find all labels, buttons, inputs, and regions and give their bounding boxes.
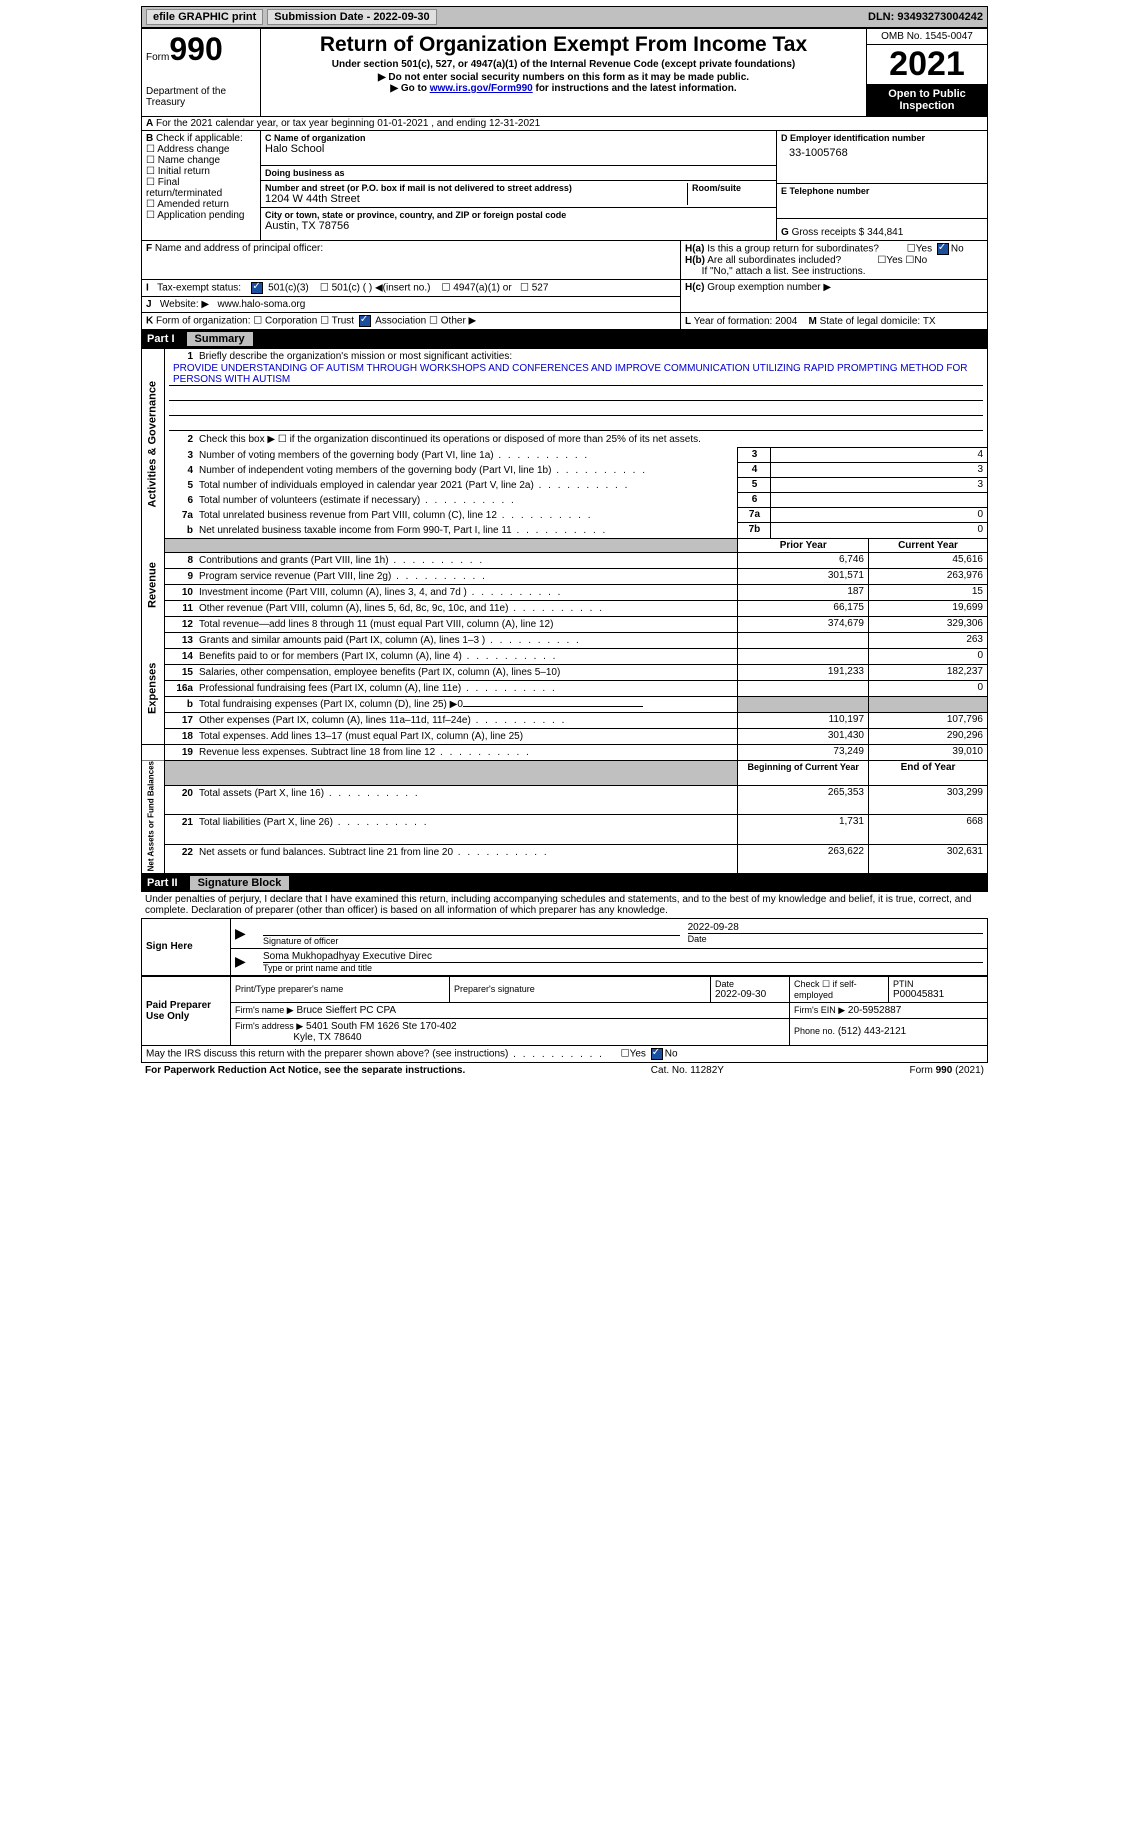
chk-final[interactable]: ☐ Final return/terminated: [146, 177, 256, 199]
vert-revenue: Revenue: [142, 538, 165, 632]
ptin: P00045831: [893, 989, 983, 1000]
vert-expenses: Expenses: [142, 632, 165, 744]
header: Form990 Department of the Treasury Retur…: [141, 28, 988, 117]
sign-here-table: Sign Here ▶ Signature of officer 2022-09…: [141, 918, 988, 976]
paid-preparer: Paid Preparer Use Only: [142, 976, 231, 1045]
sign-here: Sign Here: [142, 918, 231, 975]
chk-name-change[interactable]: ☐ Name change: [146, 155, 256, 166]
chk-assoc[interactable]: [359, 315, 371, 327]
subtitle: Under section 501(c), 527, or 4947(a)(1)…: [265, 59, 862, 70]
line-A: A For the 2021 calendar year, or tax yea…: [141, 117, 988, 131]
officer-name: Soma Mukhopadhyay Executive Direc: [263, 951, 983, 963]
part1-header: Part ISummary: [141, 330, 988, 348]
submission-btn: Submission Date - 2022-09-30: [267, 9, 436, 25]
chk-amended[interactable]: ☐ Amended return: [146, 199, 256, 210]
phone: (512) 443-2121: [838, 1026, 906, 1037]
firm-name: Bruce Sieffert PC CPA: [296, 1005, 396, 1016]
chk-addr-change[interactable]: ☐ Address change: [146, 144, 256, 155]
mission: PROVIDE UNDERSTANDING OF AUTISM THROUGH …: [169, 363, 983, 386]
irs-link[interactable]: www.irs.gov/Form990: [430, 83, 533, 94]
form-title: Return of Organization Exempt From Incom…: [265, 33, 862, 57]
city: Austin, TX 78756: [265, 220, 772, 232]
open-public: Open to Public Inspection: [867, 84, 987, 116]
form-label: Form: [146, 52, 169, 63]
vert-net: Net Assets or Fund Balances: [142, 760, 165, 873]
inst1: ▶ Do not enter social security numbers o…: [265, 72, 862, 83]
dln: DLN: 93493273004242: [868, 11, 983, 23]
gross-receipts: 344,841: [867, 227, 903, 238]
section-B-G: B Check if applicable: ☐ Address change …: [141, 131, 988, 241]
org-name: Halo School: [265, 143, 772, 155]
efile-btn[interactable]: efile GRAPHIC print: [146, 9, 263, 25]
summary-table: Activities & Governance 1Briefly describ…: [141, 348, 988, 874]
may-irs: May the IRS discuss this return with the…: [141, 1046, 988, 1063]
chk-initial[interactable]: ☐ Initial return: [146, 166, 256, 177]
inst2: ▶ Go to www.irs.gov/Form990 for instruct…: [265, 83, 862, 94]
street: 1204 W 44th Street: [265, 193, 687, 205]
part2-header: Part IISignature Block: [141, 874, 988, 892]
ein: 33-1005768: [781, 143, 983, 163]
chk-501c3[interactable]: [251, 282, 263, 294]
h-a-no[interactable]: [937, 243, 949, 255]
omb: OMB No. 1545-0047: [867, 29, 987, 45]
website: www.halo-soma.org: [217, 299, 305, 310]
topbar: efile GRAPHIC print Submission Date - 20…: [141, 6, 988, 28]
dept: Department of the Treasury: [146, 86, 256, 108]
chk-pending[interactable]: ☐ Application pending: [146, 210, 256, 221]
paid-preparer-table: Paid Preparer Use Only Print/Type prepar…: [141, 976, 988, 1046]
vert-governance: Activities & Governance: [142, 349, 165, 539]
firm-ein: 20-5952887: [848, 1005, 901, 1016]
firm-addr: 5401 South FM 1626 Ste 170-402: [306, 1021, 457, 1032]
section-F-J: F Name and address of principal officer:…: [141, 241, 988, 330]
declaration: Under penalties of perjury, I declare th…: [141, 892, 988, 918]
form-number: 990: [169, 31, 222, 67]
irs-discuss-no[interactable]: [651, 1048, 663, 1060]
tax-year: 2021: [867, 45, 987, 84]
footer: For Paperwork Reduction Act Notice, see …: [141, 1063, 988, 1078]
